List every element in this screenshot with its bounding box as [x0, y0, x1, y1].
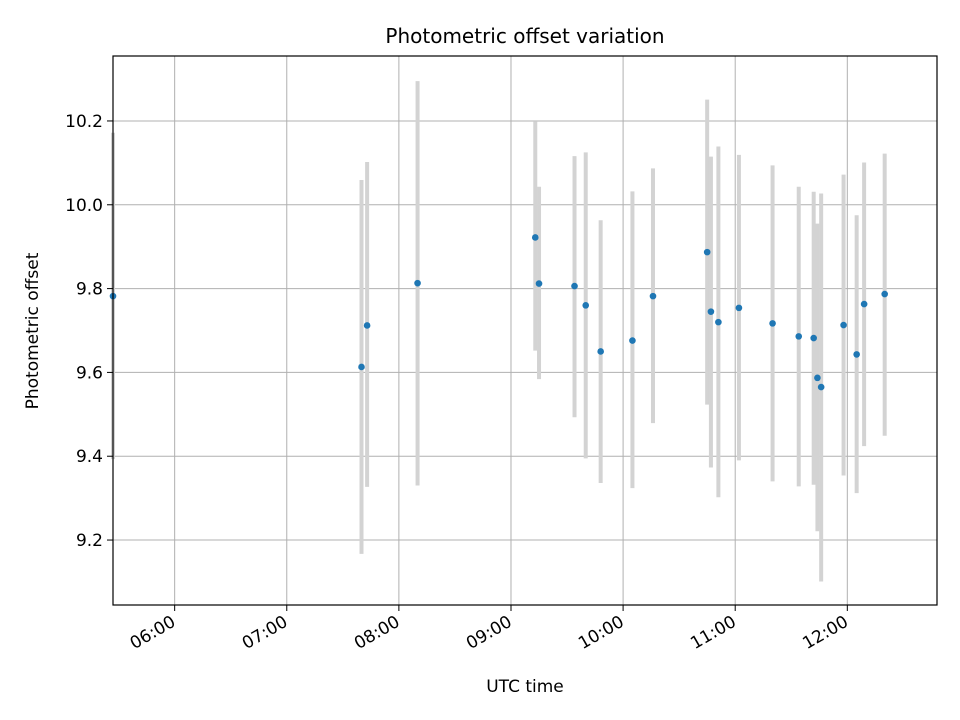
y-tick-label: 10.0 — [65, 196, 103, 216]
data-point — [703, 248, 711, 256]
data-point — [817, 383, 825, 391]
x-tick-label: 07:00 — [239, 612, 291, 654]
x-tick-label: 10:00 — [575, 612, 627, 654]
data-point — [814, 374, 821, 382]
y-axis-label: Photometric offset — [23, 252, 43, 409]
data-point — [735, 304, 743, 312]
data-point — [363, 322, 371, 329]
data-point — [358, 363, 365, 371]
plot-frame — [112, 55, 938, 606]
data-point — [810, 334, 817, 342]
data-point — [414, 279, 421, 287]
x-tick-label: 12:00 — [799, 612, 851, 654]
data-point — [629, 337, 636, 344]
y-tick-label: 9.2 — [76, 531, 103, 551]
error-bars — [111, 81, 887, 582]
y-tick-label: 9.8 — [76, 280, 103, 300]
x-axis-label: UTC time — [486, 677, 564, 697]
x-axis-ticks: 06:00 07:00 08:00 09:00 10:00 11:00 12:00 — [127, 605, 852, 654]
data-point — [853, 351, 860, 358]
data-point — [649, 292, 657, 300]
data-point — [715, 318, 722, 326]
data-point — [571, 282, 578, 290]
x-tick-label: 11:00 — [687, 612, 739, 654]
data-point — [707, 308, 715, 315]
data-point — [597, 348, 604, 355]
data-point — [860, 300, 868, 308]
data-point — [531, 234, 539, 241]
data-point — [535, 280, 543, 287]
x-tick-label: 06:00 — [127, 612, 179, 654]
data-point — [840, 321, 847, 329]
y-axis-ticks: 9.2 9.4 9.6 9.8 10.0 10.2 — [65, 112, 113, 551]
y-tick-label: 9.6 — [76, 363, 103, 383]
data-point — [881, 290, 888, 298]
data-point — [769, 320, 776, 327]
data-point — [795, 333, 803, 340]
data-points — [109, 234, 888, 391]
x-tick-label: 08:00 — [351, 612, 403, 654]
chart-title: Photometric offset variation — [385, 24, 664, 48]
data-point — [582, 302, 590, 309]
x-tick-label: 09:00 — [463, 612, 515, 654]
y-tick-label: 10.2 — [65, 112, 103, 132]
y-tick-label: 9.4 — [76, 447, 103, 467]
